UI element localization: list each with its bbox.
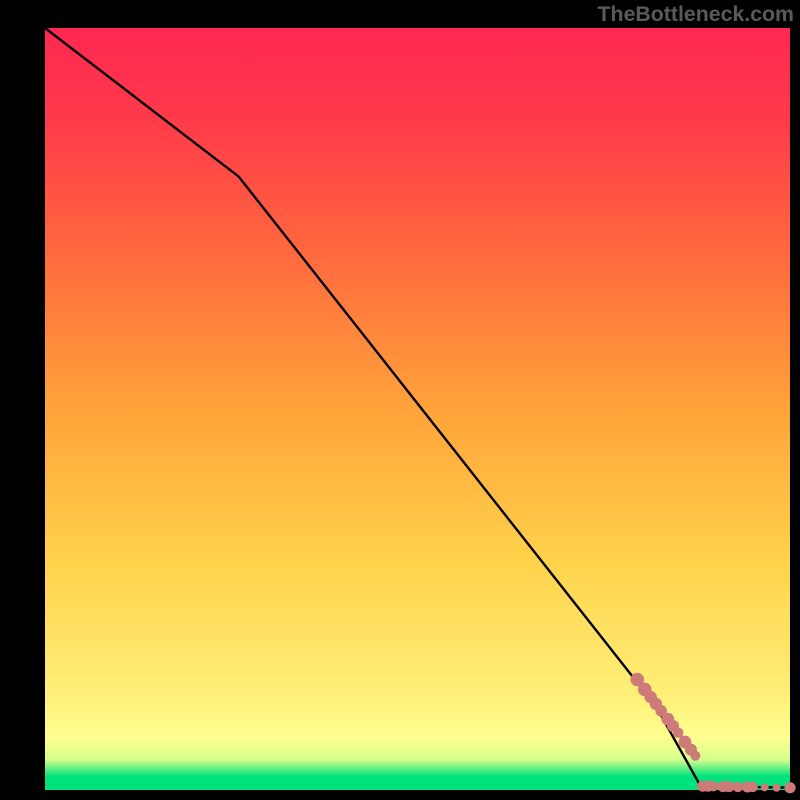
data-marker bbox=[784, 782, 795, 793]
data-marker bbox=[733, 782, 743, 792]
watermark-text: TheBottleneck.com bbox=[598, 2, 794, 27]
data-marker bbox=[690, 751, 700, 761]
plot-background bbox=[45, 28, 790, 790]
data-marker bbox=[761, 783, 769, 791]
bottleneck-chart bbox=[0, 0, 800, 800]
data-marker bbox=[748, 782, 758, 792]
data-marker bbox=[773, 784, 781, 792]
data-marker bbox=[708, 781, 718, 791]
